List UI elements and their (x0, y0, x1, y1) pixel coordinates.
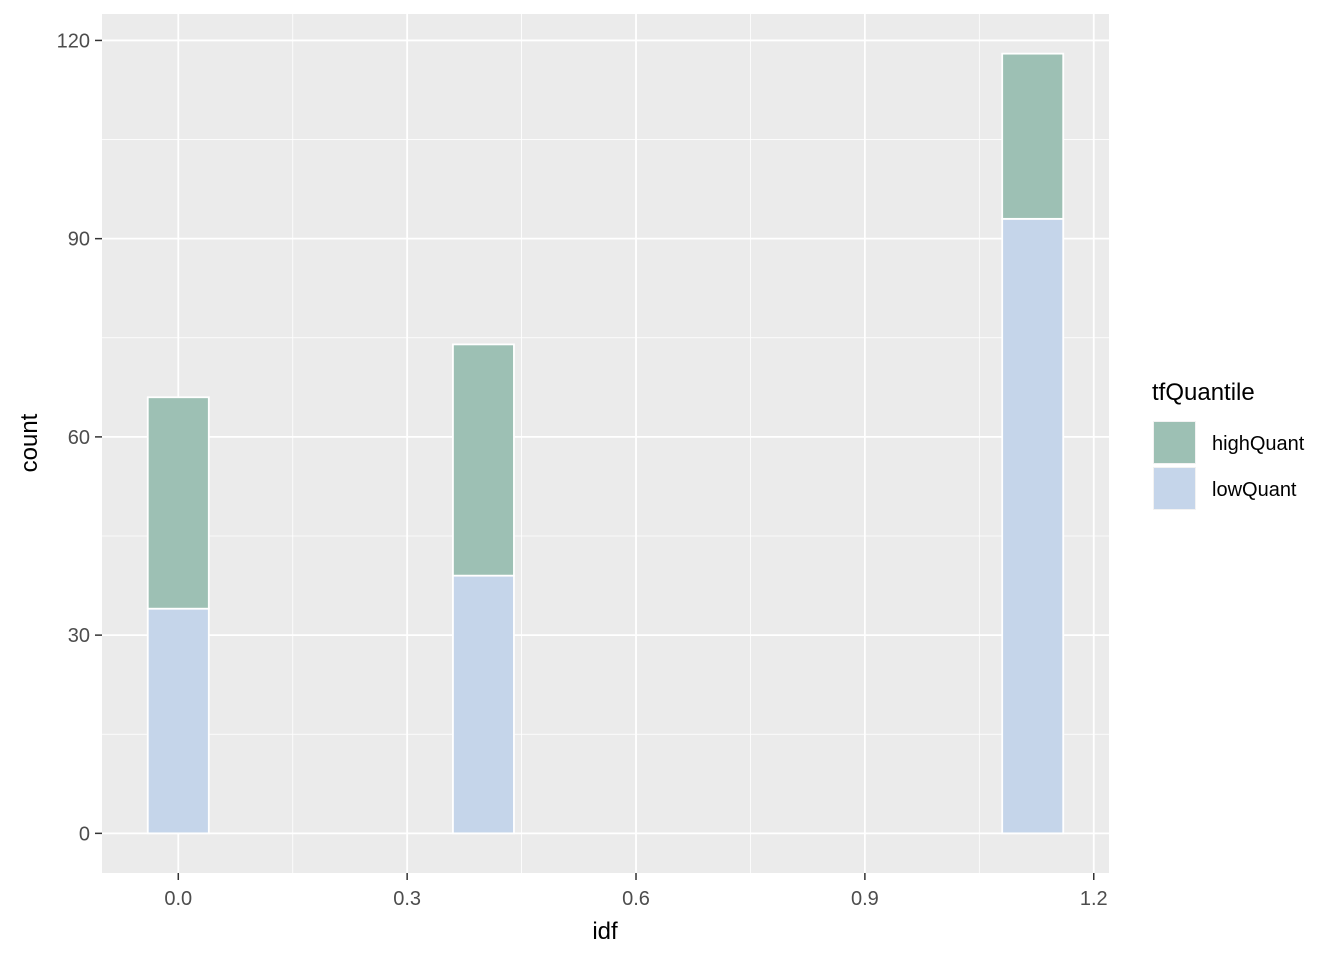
x-axis: 0.0 0.3 0.6 0.9 1.2 (164, 873, 1108, 910)
x-tick-label: 1.2 (1080, 888, 1108, 910)
y-axis-title: count (16, 413, 43, 472)
x-tick-label: 0.0 (164, 888, 192, 910)
y-tick-label: 60 (68, 427, 90, 449)
x-tick-label: 0.6 (622, 888, 650, 910)
grid-major (102, 14, 1109, 873)
legend-item-highQuant: highQuant (1153, 421, 1305, 464)
x-axis-title: idf (592, 918, 618, 945)
legend-item-lowQuant: lowQuant (1153, 467, 1297, 510)
bar-highQuant-1 (452, 343, 515, 577)
bar-lowQuant-0 (146, 607, 210, 835)
y-tick-label: 30 (68, 625, 90, 647)
bar-lowQuant-1 (452, 574, 515, 835)
legend-label-lowQuant: lowQuant (1212, 479, 1297, 501)
bar-lowQuant-2 (1001, 217, 1065, 835)
legend: tfQuantile highQuant lowQuant (1152, 379, 1305, 510)
y-tick-label: 120 (57, 30, 90, 52)
panel-background (102, 14, 1109, 873)
y-tick-label: 90 (68, 229, 90, 251)
x-tick-label: 0.9 (851, 888, 879, 910)
bar-highQuant-0 (146, 396, 210, 610)
legend-label-highQuant: highQuant (1212, 433, 1305, 455)
y-tick-label: 0 (79, 823, 90, 845)
grid-minor (102, 14, 1109, 873)
y-axis: 0 30 60 90 120 (57, 30, 102, 845)
bars (146, 52, 1065, 835)
legend-key-lowQuant (1154, 468, 1195, 509)
legend-key-highQuant (1154, 422, 1195, 463)
bar-highQuant-2 (1001, 52, 1065, 220)
x-tick-label: 0.3 (393, 888, 421, 910)
legend-title: tfQuantile (1152, 379, 1255, 406)
